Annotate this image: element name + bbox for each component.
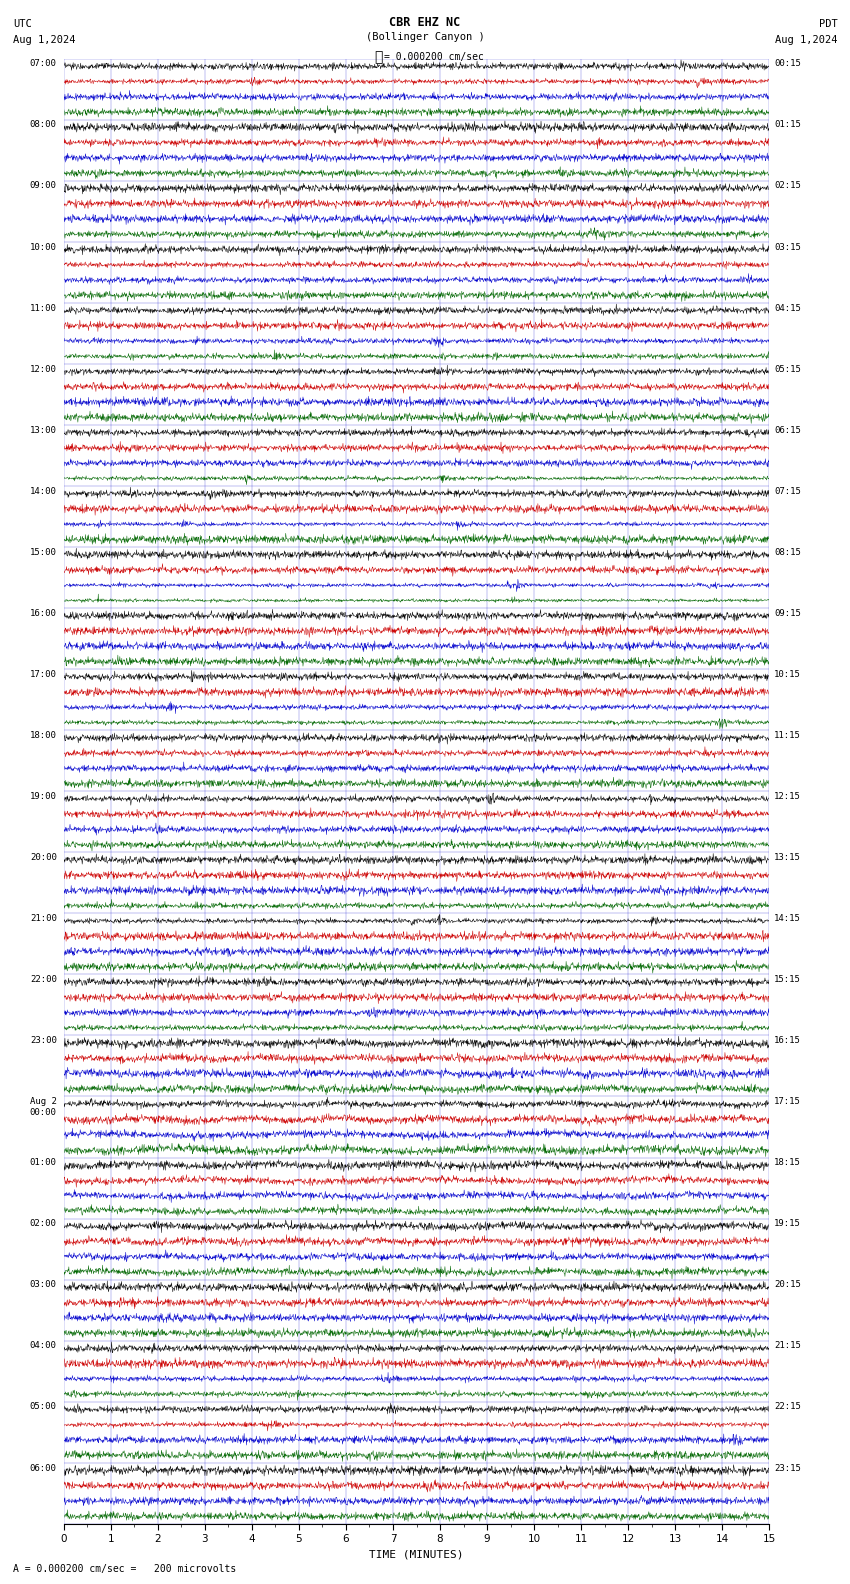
Text: 07:15: 07:15 bbox=[774, 486, 801, 496]
Text: 03:15: 03:15 bbox=[774, 242, 801, 252]
Text: = 0.000200 cm/sec: = 0.000200 cm/sec bbox=[384, 52, 484, 62]
Text: 03:00: 03:00 bbox=[30, 1280, 57, 1289]
Text: 19:00: 19:00 bbox=[30, 792, 57, 802]
Text: 15:00: 15:00 bbox=[30, 548, 57, 556]
Text: 15:15: 15:15 bbox=[774, 976, 801, 984]
Text: 04:15: 04:15 bbox=[774, 304, 801, 312]
Text: UTC: UTC bbox=[13, 19, 31, 29]
Text: 05:00: 05:00 bbox=[30, 1402, 57, 1411]
Text: 13:15: 13:15 bbox=[774, 854, 801, 862]
Text: 06:15: 06:15 bbox=[774, 426, 801, 434]
Text: 12:00: 12:00 bbox=[30, 364, 57, 374]
Text: 02:15: 02:15 bbox=[774, 182, 801, 190]
Text: 00:00: 00:00 bbox=[30, 1107, 57, 1117]
Text: 08:00: 08:00 bbox=[30, 120, 57, 130]
Text: CBR EHZ NC: CBR EHZ NC bbox=[389, 16, 461, 29]
Text: 12:15: 12:15 bbox=[774, 792, 801, 802]
Text: 04:00: 04:00 bbox=[30, 1342, 57, 1351]
Text: 19:15: 19:15 bbox=[774, 1220, 801, 1228]
Text: PDT: PDT bbox=[819, 19, 837, 29]
Text: 00:15: 00:15 bbox=[774, 59, 801, 68]
Text: 11:15: 11:15 bbox=[774, 730, 801, 740]
Text: 21:15: 21:15 bbox=[774, 1342, 801, 1351]
Text: Aug 2: Aug 2 bbox=[30, 1098, 57, 1106]
Text: Aug 1,2024: Aug 1,2024 bbox=[13, 35, 76, 44]
Text: 18:15: 18:15 bbox=[774, 1158, 801, 1167]
Text: 07:00: 07:00 bbox=[30, 59, 57, 68]
Text: A = 0.000200 cm/sec =   200 microvolts: A = 0.000200 cm/sec = 200 microvolts bbox=[13, 1565, 236, 1574]
Text: 20:15: 20:15 bbox=[774, 1280, 801, 1289]
Text: 01:00: 01:00 bbox=[30, 1158, 57, 1167]
X-axis label: TIME (MINUTES): TIME (MINUTES) bbox=[369, 1549, 464, 1560]
Text: Aug 1,2024: Aug 1,2024 bbox=[774, 35, 837, 44]
Text: 16:00: 16:00 bbox=[30, 608, 57, 618]
Text: 14:00: 14:00 bbox=[30, 486, 57, 496]
Text: 22:00: 22:00 bbox=[30, 976, 57, 984]
Text: 17:15: 17:15 bbox=[774, 1098, 801, 1106]
Text: 23:15: 23:15 bbox=[774, 1464, 801, 1473]
Text: 10:15: 10:15 bbox=[774, 670, 801, 680]
Text: 02:00: 02:00 bbox=[30, 1220, 57, 1228]
Text: 08:15: 08:15 bbox=[774, 548, 801, 556]
Text: ⎹: ⎹ bbox=[374, 51, 382, 65]
Text: 14:15: 14:15 bbox=[774, 914, 801, 923]
Text: 13:00: 13:00 bbox=[30, 426, 57, 434]
Text: 09:00: 09:00 bbox=[30, 182, 57, 190]
Text: 11:00: 11:00 bbox=[30, 304, 57, 312]
Text: 23:00: 23:00 bbox=[30, 1036, 57, 1045]
Text: 05:15: 05:15 bbox=[774, 364, 801, 374]
Text: 18:00: 18:00 bbox=[30, 730, 57, 740]
Text: 09:15: 09:15 bbox=[774, 608, 801, 618]
Text: 20:00: 20:00 bbox=[30, 854, 57, 862]
Text: 21:00: 21:00 bbox=[30, 914, 57, 923]
Text: 01:15: 01:15 bbox=[774, 120, 801, 130]
Text: 16:15: 16:15 bbox=[774, 1036, 801, 1045]
Text: 10:00: 10:00 bbox=[30, 242, 57, 252]
Text: (Bollinger Canyon ): (Bollinger Canyon ) bbox=[366, 32, 484, 41]
Text: 17:00: 17:00 bbox=[30, 670, 57, 680]
Text: 06:00: 06:00 bbox=[30, 1464, 57, 1473]
Text: 22:15: 22:15 bbox=[774, 1402, 801, 1411]
